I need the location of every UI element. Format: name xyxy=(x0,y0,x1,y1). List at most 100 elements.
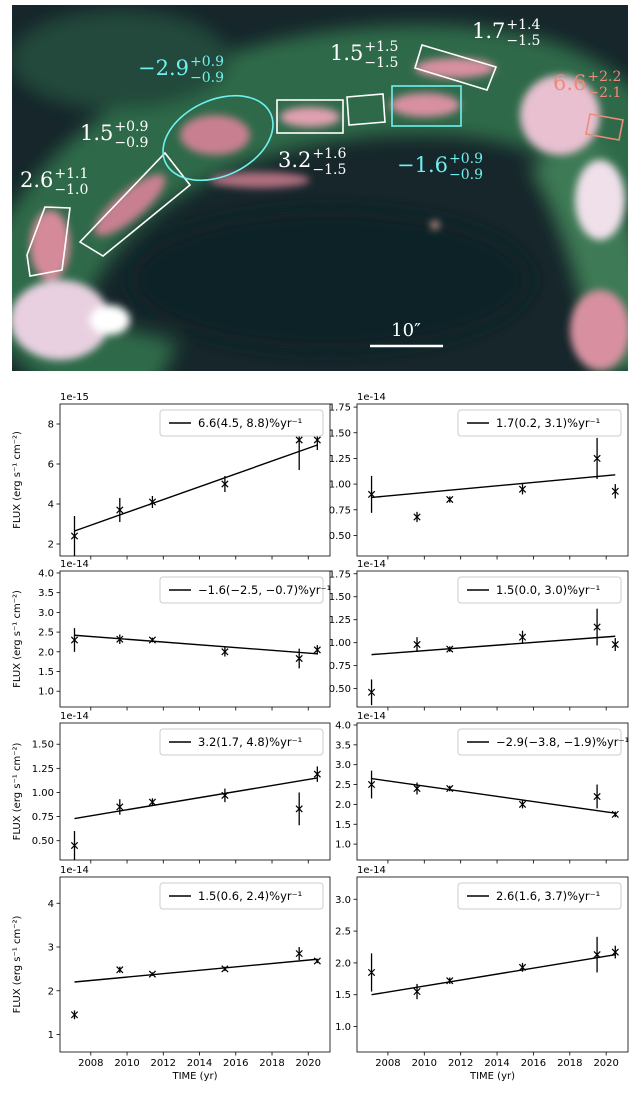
data-point xyxy=(413,513,421,521)
y-axis-label: FLUX (erg s⁻¹ cm⁻²) xyxy=(12,431,23,529)
data-point xyxy=(295,949,303,958)
data-point xyxy=(593,792,601,801)
data-point xyxy=(70,1011,79,1019)
region-value: 1.7 xyxy=(472,19,505,43)
data-point xyxy=(221,480,229,488)
fit-line xyxy=(371,474,616,499)
plot-frame xyxy=(59,876,331,1053)
y-tick-label: 2.5 xyxy=(335,927,351,938)
y-tick-label: 3.5 xyxy=(38,588,54,599)
y-tick-label: 1.0 xyxy=(38,687,54,698)
x-tick-label: 2008 xyxy=(78,1058,103,1069)
fit-line xyxy=(74,634,318,655)
offset-label: 1e-14 xyxy=(357,392,386,403)
x-axis-label: TIME (yr) xyxy=(469,1071,515,1082)
y-tick-label: 3.5 xyxy=(335,740,351,751)
region-value: 1.5 xyxy=(80,121,113,145)
region xyxy=(585,113,624,141)
y-tick-label: 4.0 xyxy=(38,568,54,579)
fit-line xyxy=(74,444,318,532)
y-tick-label: 4 xyxy=(48,899,54,910)
y-tick-label: 3 xyxy=(48,943,54,954)
fit-line xyxy=(371,635,616,656)
y-tick-label: 0.50 xyxy=(329,531,351,542)
plot-frame xyxy=(356,722,629,861)
data-point xyxy=(221,648,229,656)
y-tick-label: 2.0 xyxy=(335,958,351,969)
fit-line xyxy=(74,777,318,820)
plot-frame xyxy=(356,570,629,708)
y-tick-label: 1.50 xyxy=(329,428,351,439)
data-point xyxy=(611,948,619,956)
y-tick-label: 2 xyxy=(48,540,54,551)
region-upper: +0.9 xyxy=(114,119,148,135)
region-upper: +1.5 xyxy=(364,39,398,55)
region xyxy=(26,206,71,277)
offset-label: 1e-15 xyxy=(60,392,89,403)
x-tick-label: 2008 xyxy=(375,1058,400,1069)
region-lower: −1.5 xyxy=(364,55,398,71)
offset-label: 1e-14 xyxy=(60,865,89,876)
legend-box xyxy=(457,409,622,437)
legend-label: 1.5(0.0, 3.0)%yr⁻¹ xyxy=(496,583,600,597)
y-tick-label: 1.25 xyxy=(329,615,351,626)
data-point xyxy=(367,968,376,977)
y-axis-label: FLUX (erg s⁻¹ cm⁻²) xyxy=(12,916,23,1014)
data-point xyxy=(518,633,527,641)
y-axis-label: FLUX (erg s⁻¹ cm⁻²) xyxy=(12,743,23,841)
y-tick-label: 4.0 xyxy=(335,720,351,731)
fit-line xyxy=(371,953,616,996)
data-point xyxy=(148,798,157,806)
x-tick-label: 2016 xyxy=(521,1058,546,1069)
data-point xyxy=(593,454,601,463)
region-lower: −1.5 xyxy=(506,33,540,49)
region-lower: −1.0 xyxy=(54,182,88,198)
legend-label: −1.6(−2.5, −0.7)%yr⁻¹ xyxy=(198,583,331,597)
data-point xyxy=(313,646,321,654)
y-tick-label: 1.50 xyxy=(32,740,54,751)
y-tick-label: 3.0 xyxy=(335,760,351,771)
y-tick-label: 1.25 xyxy=(329,454,351,465)
region-value: 1.5 xyxy=(330,41,363,65)
x-axis-label: TIME (yr) xyxy=(171,1071,217,1082)
data-point xyxy=(295,805,303,813)
x-tick-label: 2012 xyxy=(448,1058,473,1069)
plot-frame xyxy=(59,403,331,557)
region-lower: −0.9 xyxy=(114,135,148,151)
region-value: 3.2 xyxy=(278,148,311,172)
region xyxy=(414,44,498,91)
x-tick-label: 2014 xyxy=(484,1058,509,1069)
y-tick-label: 1.00 xyxy=(329,480,351,491)
data-point xyxy=(116,803,124,811)
legend-label: 1.7(0.2, 3.1)%yr⁻¹ xyxy=(496,416,600,430)
y-tick-label: 8 xyxy=(48,420,54,431)
data-point xyxy=(70,636,79,644)
data-point xyxy=(295,436,303,444)
x-tick-label: 2014 xyxy=(187,1058,212,1069)
y-tick-label: 2.0 xyxy=(335,800,351,811)
y-tick-label: 1.5 xyxy=(38,667,54,678)
data-point xyxy=(413,987,421,996)
y-tick-label: 0.75 xyxy=(329,505,351,516)
x-tick-label: 2012 xyxy=(151,1058,176,1069)
offset-label: 1e-14 xyxy=(357,865,386,876)
y-tick-label: 1.00 xyxy=(32,788,54,799)
legend-label: −2.9(−3.8, −1.9)%yr⁻¹ xyxy=(496,735,629,749)
y-tick-label: 1.0 xyxy=(335,840,351,851)
data-point xyxy=(518,485,527,493)
y-axis-label: FLUX (erg s⁻¹ cm⁻²) xyxy=(12,590,23,688)
plot-frame xyxy=(59,570,331,708)
x-tick-label: 2018 xyxy=(259,1058,284,1069)
region-value: 6.6 xyxy=(553,71,586,95)
offset-label: 1e-14 xyxy=(357,711,386,722)
plot-frame xyxy=(356,403,629,557)
y-tick-label: 0.75 xyxy=(32,812,54,823)
region xyxy=(346,93,386,126)
y-tick-label: 1 xyxy=(48,1030,54,1041)
data-point xyxy=(70,841,79,850)
x-tick-label: 2018 xyxy=(557,1058,582,1069)
y-tick-label: 3.0 xyxy=(38,608,54,619)
y-tick-label: 0.50 xyxy=(32,836,54,847)
legend-label: 6.6(4.5, 8.8)%yr⁻¹ xyxy=(198,416,302,430)
